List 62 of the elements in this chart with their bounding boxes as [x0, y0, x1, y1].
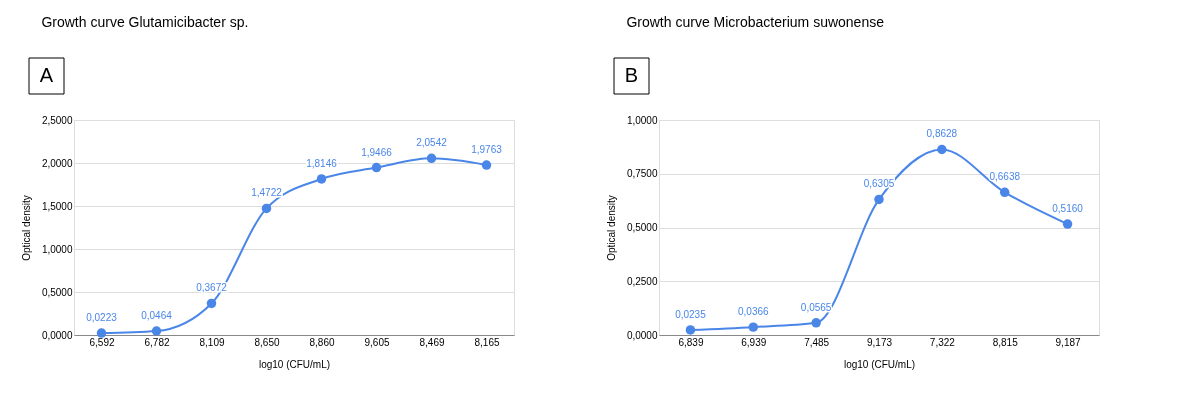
point — [811, 318, 821, 328]
x-tick-label: 9,187 — [1055, 336, 1082, 348]
data-label: 1,4722 — [251, 187, 283, 199]
point — [1062, 219, 1073, 229]
point — [371, 162, 382, 173]
x-tick-label: 8,469 — [419, 336, 445, 348]
x-tick-label: 6,839 — [678, 336, 704, 348]
point — [261, 203, 272, 214]
x-tick-label: 7,322 — [929, 336, 956, 348]
data-label: 1,9763 — [471, 144, 503, 156]
x-tick-label: 8,165 — [474, 336, 500, 348]
point — [748, 322, 759, 332]
data-label: 0,8628 — [926, 128, 958, 140]
point — [316, 174, 327, 184]
x-tick-label: 6,782 — [144, 336, 170, 348]
point — [151, 326, 162, 336]
point — [96, 328, 107, 338]
x-tick-label: 8,860 — [309, 336, 335, 348]
y-tick-label: 2,5000 — [41, 114, 73, 126]
y-tick-label: 0,0000 — [41, 329, 73, 341]
text: B — [624, 64, 639, 86]
data-label: 0,0464 — [141, 310, 173, 322]
y-tick-label: 1,0000 — [41, 243, 73, 255]
data-label: 0,6638 — [989, 171, 1021, 183]
y-axis-title: Optical density — [20, 195, 32, 261]
data-label: 2,0542 — [416, 137, 448, 149]
data-label: 0,0223 — [86, 312, 118, 324]
y-axis-title: Optical density — [605, 195, 617, 261]
x-axis-title: log10 (CFU/mL) — [258, 358, 331, 370]
x-tick-label: 8,109 — [199, 336, 225, 348]
data-label: 0,0366 — [737, 306, 770, 318]
x-tick-label: 8,815 — [992, 336, 1019, 348]
y-tick-label: 1,5000 — [41, 200, 73, 212]
y-tick-label: 2,0000 — [41, 157, 73, 169]
y-tick-label: 0,2500 — [626, 275, 658, 287]
point — [206, 298, 217, 309]
point — [685, 325, 696, 335]
data-label: 0,0565 — [800, 301, 832, 313]
x-axis-title: log10 (CFU/mL) — [843, 358, 916, 370]
point — [874, 194, 884, 205]
data-label: 0,5160 — [1052, 203, 1084, 215]
chart-title: Growth curve Glutamicibacter sp. — [41, 13, 249, 30]
x-tick-label: 9,605 — [364, 336, 390, 348]
x-tick-label: 7,485 — [804, 336, 830, 348]
point — [937, 144, 947, 155]
data-label: 1,9466 — [361, 146, 393, 158]
data-label: 0,0235 — [675, 308, 707, 320]
y-tick-label: 0,0000 — [626, 329, 658, 341]
x-tick-label: 8,650 — [254, 336, 280, 348]
y-tick-label: 0,5000 — [626, 222, 658, 233]
y-tick-label: 1,0000 — [626, 114, 658, 126]
chart-title: Growth curve Microbacterium suwonense — [626, 13, 885, 30]
y-tick-label: 0,5000 — [41, 286, 73, 298]
x-tick-label: 6,592 — [89, 336, 115, 348]
text: A — [39, 64, 54, 86]
x-tick-label: 6,939 — [741, 336, 767, 348]
x-tick-label: 9,173 — [866, 336, 893, 348]
point — [999, 187, 1010, 198]
point — [426, 153, 437, 164]
point — [481, 160, 492, 170]
y-tick-label: 0,7500 — [626, 168, 658, 180]
data-label: 1,8146 — [306, 157, 338, 169]
